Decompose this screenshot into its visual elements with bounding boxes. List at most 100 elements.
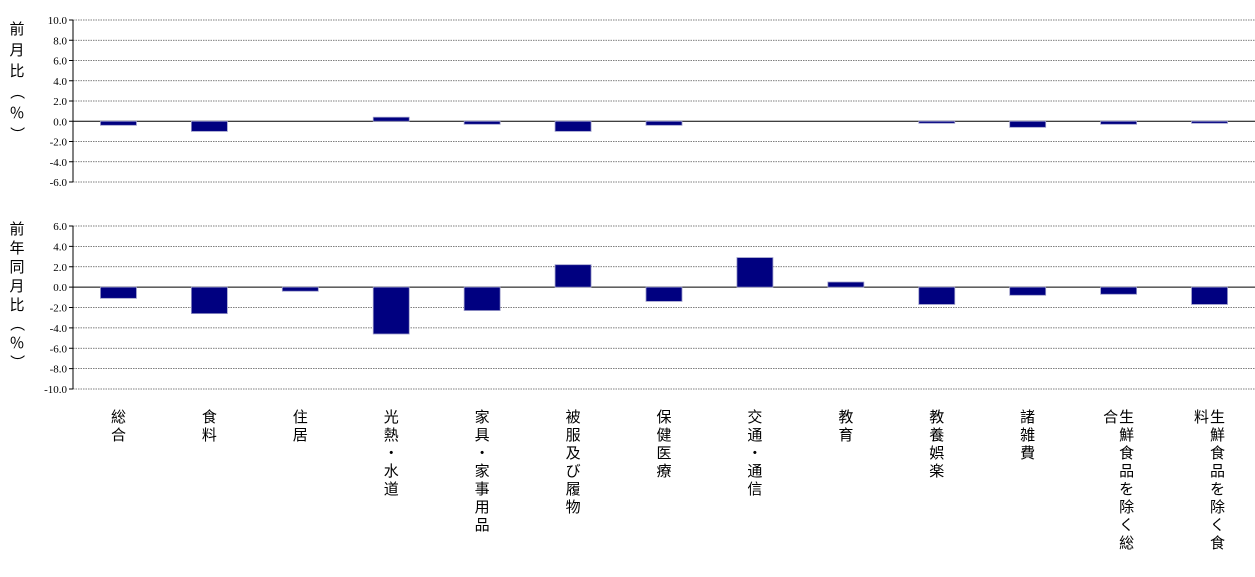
x-category-label-char: 道	[384, 480, 399, 498]
y-tick-label: 10.0	[48, 15, 68, 27]
x-category-label-char: 合	[111, 426, 126, 444]
x-category-label-char: 交	[747, 408, 762, 426]
x-category-label: 食料	[202, 408, 217, 444]
y-tick-label: -10.0	[44, 384, 67, 396]
y-axis-label-char: ％	[9, 104, 24, 122]
x-category-label: 諸雑費	[1020, 408, 1035, 462]
y-axis-label-char: ）	[8, 354, 26, 369]
x-category-label-char: 教	[838, 408, 853, 426]
x-category-label-char: ・	[384, 444, 399, 462]
bar	[1191, 120, 1228, 124]
bar	[190, 286, 228, 315]
x-category-label-char: を	[1210, 480, 1225, 498]
x-category-label-char: 用	[475, 498, 490, 516]
y-axis-label-char: 前	[9, 220, 24, 238]
x-category-label-char: 水	[384, 462, 399, 480]
x-category-label-char: 家	[475, 462, 490, 480]
x-category-label-char: 育	[838, 426, 853, 444]
y-axis-label-char: ％	[9, 334, 24, 352]
bar	[463, 120, 501, 125]
bar	[100, 120, 137, 126]
y-axis-label: 前月比 （ ％ ）	[8, 20, 26, 142]
x-category-label-char: 熱	[384, 426, 399, 444]
x-category-label: 教育	[838, 408, 853, 444]
y-tick-label: 4.0	[53, 76, 67, 88]
y-tick-label: -4.0	[50, 157, 68, 169]
bar	[1100, 120, 1138, 125]
x-category-label-char: 服	[566, 426, 581, 444]
x-category-label-char: 信	[747, 480, 762, 498]
y-tick-label: -4.0	[50, 323, 68, 335]
bar	[736, 257, 774, 288]
y-tick-label: -2.0	[50, 303, 68, 315]
bar	[372, 286, 410, 335]
bar	[372, 116, 410, 122]
x-category-label-char: 品	[1119, 462, 1134, 480]
bar	[918, 120, 956, 124]
x-category-label-char: 鮮	[1210, 426, 1225, 444]
x-category-label-char: 総	[111, 408, 126, 426]
y-tick-label: 2.0	[53, 262, 67, 274]
bar	[918, 286, 956, 305]
x-category-label-char: 食	[1210, 444, 1225, 462]
y-axis-label-char: （	[8, 84, 26, 99]
bar	[554, 120, 592, 132]
y-tick-label: -6.0	[50, 177, 68, 189]
y-axis-label-char: 前	[9, 20, 24, 38]
bar	[100, 286, 137, 299]
x-category-label-char: 楽	[929, 462, 944, 480]
x-category-label-char: 除	[1119, 498, 1134, 516]
bar	[1009, 120, 1047, 128]
x-category-label: 交通・通信	[747, 408, 762, 498]
y-axis-label-char: 同	[9, 258, 24, 276]
x-category-label-char: 通	[747, 462, 762, 480]
x-category-label-char: 物	[566, 498, 581, 516]
bar	[645, 120, 683, 126]
x-category-label-char: く	[1119, 516, 1134, 534]
y-tick-label: 0.0	[53, 282, 67, 294]
x-category-label-char: 履	[566, 480, 581, 498]
x-category-label-char: 家	[475, 408, 490, 426]
x-category-label-char: 雑	[1020, 426, 1035, 444]
y-tick-label: 0.0	[53, 116, 67, 128]
y-tick-label: 8.0	[53, 35, 67, 47]
x-category-label-char: 健	[656, 426, 671, 444]
y-axis-label-char: （	[8, 316, 26, 331]
x-category-label: 光熱・水道	[384, 408, 399, 498]
x-category-label-char: 居	[293, 426, 308, 444]
x-category-label-char: く	[1210, 516, 1225, 534]
x-category-label-char: 料	[202, 426, 217, 444]
y-tick-label: 6.0	[53, 56, 67, 68]
x-category-label-char: 食	[1210, 534, 1225, 552]
x-category-label-char: 具	[475, 426, 490, 444]
x-category-label-char: ・	[747, 444, 762, 462]
y-axis-label-char: 比	[9, 296, 24, 314]
y-tick-label: -6.0	[50, 343, 68, 355]
y-axis-label-char: 比	[9, 62, 24, 80]
x-category-label-char: 事	[475, 480, 490, 498]
x-category-label: 総合	[111, 408, 126, 444]
x-category-label-char: 医	[656, 444, 671, 462]
y-tick-label: 4.0	[53, 241, 67, 253]
bar	[827, 281, 865, 288]
y-axis-label-char: 月	[9, 41, 24, 59]
x-category-label-char: 生	[1210, 408, 1225, 426]
x-category-label-char: 被	[566, 408, 581, 426]
x-category-label-char: 品	[1210, 462, 1225, 480]
x-category-label-char: 諸	[1020, 408, 1035, 426]
x-category-label-char: 通	[747, 426, 762, 444]
bar	[1100, 286, 1138, 295]
bar	[645, 286, 683, 302]
bar	[463, 286, 501, 311]
x-category-label-char: 料	[1194, 408, 1209, 426]
x-category-label-char: 総	[1119, 534, 1134, 552]
y-axis-label-char: 年	[9, 239, 24, 257]
x-category-label-char: 教	[929, 408, 944, 426]
x-category-label-char: 保	[656, 408, 671, 426]
